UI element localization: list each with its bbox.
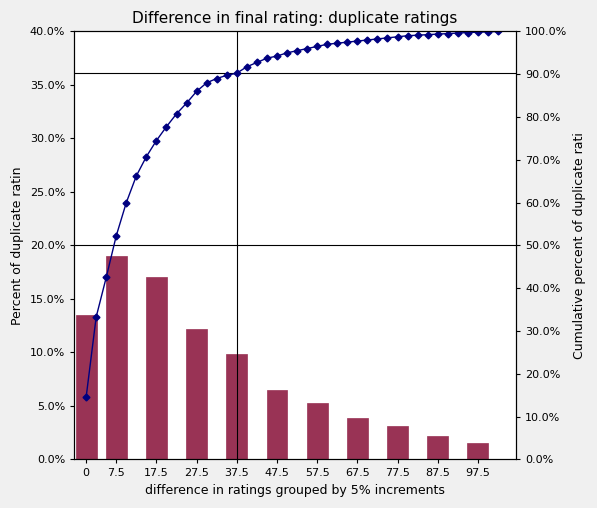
X-axis label: difference in ratings grouped by 5% increments: difference in ratings grouped by 5% incr… [145, 484, 445, 497]
Bar [146, 277, 167, 459]
Y-axis label: Cumulative percent of duplicate rati: Cumulative percent of duplicate rati [573, 132, 586, 359]
Bar [186, 329, 207, 459]
Y-axis label: Percent of duplicate ratin: Percent of duplicate ratin [11, 166, 24, 325]
Bar [226, 355, 247, 459]
Bar [106, 256, 127, 459]
Title: Difference in final rating: duplicate ratings: Difference in final rating: duplicate ra… [133, 11, 458, 26]
Bar [467, 443, 488, 459]
Bar [427, 436, 448, 459]
Bar [347, 418, 368, 459]
Bar [76, 315, 97, 459]
Bar [307, 403, 328, 459]
Bar [266, 390, 287, 459]
Bar [387, 426, 408, 459]
